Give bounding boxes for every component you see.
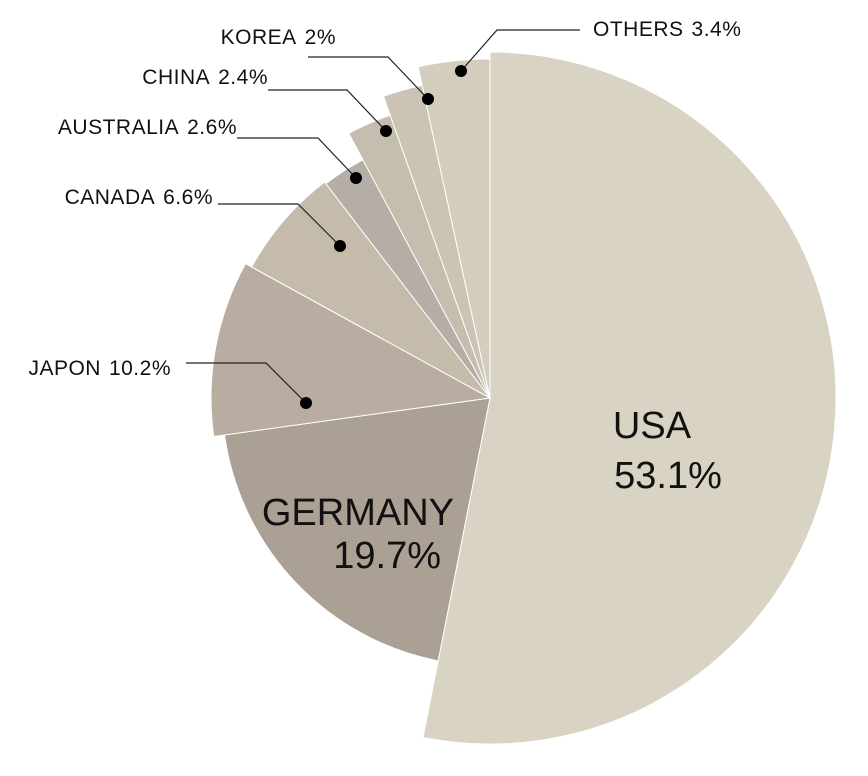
slice-label: CANADA 6.6% bbox=[65, 186, 213, 209]
slice-label: JAPON 10.2% bbox=[28, 357, 171, 380]
slice-value-label: 19.7% bbox=[333, 535, 441, 577]
pie-slice bbox=[417, 58, 491, 399]
slice-category: OTHERS bbox=[593, 18, 684, 41]
slice-value-label: 3.4% bbox=[692, 18, 742, 41]
slice-label: OTHERS 3.4% bbox=[593, 18, 741, 41]
slice-label: GERMANY bbox=[262, 492, 454, 534]
leader-dot bbox=[380, 125, 392, 137]
slice-value-label: 2% bbox=[305, 26, 336, 49]
slice-category: JAPON bbox=[28, 357, 101, 380]
slice-label: KOREA 2% bbox=[221, 26, 336, 49]
slice-value-label: 2.6% bbox=[187, 116, 237, 139]
leader-line bbox=[460, 29, 580, 72]
leader-line bbox=[218, 203, 341, 247]
slice-value-label: 10.2% bbox=[109, 357, 171, 380]
pie-slice bbox=[422, 51, 837, 745]
slice-value-label: 6.6% bbox=[163, 186, 213, 209]
leader-line bbox=[237, 137, 357, 179]
slice-value-label: 2.4% bbox=[218, 66, 268, 89]
slice-value-label: 53.1% bbox=[614, 455, 722, 497]
leader-dot bbox=[422, 93, 434, 105]
pie-slice bbox=[250, 181, 491, 399]
leader-dot bbox=[334, 240, 346, 252]
leader-dot bbox=[300, 397, 312, 409]
slice-category: CHINA bbox=[142, 66, 210, 89]
slice-category: CANADA bbox=[65, 186, 156, 209]
slice-category: KOREA bbox=[221, 26, 297, 49]
leader-dot bbox=[455, 65, 467, 77]
slice-label: AUSTRALIA 2.6% bbox=[58, 116, 237, 139]
leader-line bbox=[268, 89, 387, 132]
slice-label: CHINA 2.4% bbox=[142, 66, 268, 89]
slice-label: USA bbox=[613, 405, 692, 447]
pie-slice bbox=[210, 262, 492, 438]
pie-slice bbox=[223, 397, 491, 662]
slice-category: AUSTRALIA bbox=[58, 116, 179, 139]
leader-line bbox=[186, 362, 307, 404]
leader-dot bbox=[350, 172, 362, 184]
leader-line bbox=[308, 56, 429, 100]
